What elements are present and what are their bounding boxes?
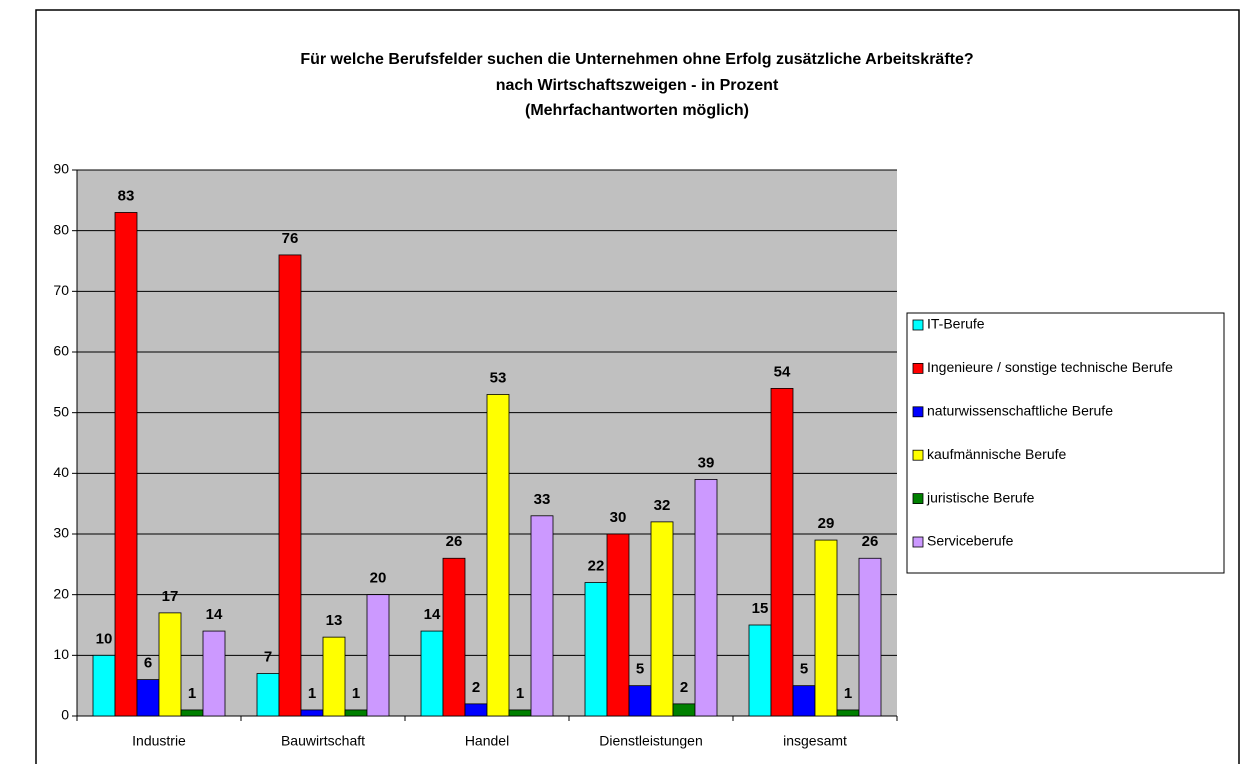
bar <box>858 557 882 717</box>
y-tick-label: 50 <box>53 403 69 419</box>
y-tick-label: 60 <box>53 343 69 359</box>
bar <box>366 594 390 717</box>
bar <box>694 478 718 717</box>
value-label: 17 <box>162 588 179 605</box>
bar <box>584 582 608 717</box>
x-tick-label: insgesamt <box>783 733 847 749</box>
value-label: 20 <box>370 570 387 587</box>
legend-label: Ingenieure / sonstige technische Berufe <box>927 359 1173 375</box>
bar <box>748 624 772 717</box>
y-tick-label: 20 <box>53 585 69 601</box>
value-label: 33 <box>534 491 551 508</box>
value-label: 13 <box>326 612 343 629</box>
value-label: 2 <box>680 679 688 696</box>
value-label: 1 <box>352 685 360 702</box>
bar <box>256 673 280 717</box>
value-label: 5 <box>636 661 644 678</box>
legend <box>906 312 1225 574</box>
bar <box>158 612 182 717</box>
bar <box>442 557 466 717</box>
bar <box>836 709 860 717</box>
bar <box>114 212 138 717</box>
value-label: 1 <box>516 685 524 702</box>
legend-swatch <box>912 319 924 331</box>
x-tick-label: Bauwirtschaft <box>281 733 365 749</box>
value-label: 30 <box>610 509 627 526</box>
legend-label: Serviceberufe <box>927 533 1014 549</box>
bar <box>486 394 510 717</box>
value-label: 53 <box>490 369 507 386</box>
bar <box>420 630 444 717</box>
chart-subtitle: (Mehrfachantworten möglich) <box>525 102 749 119</box>
y-tick-label: 30 <box>53 525 69 541</box>
y-tick-label: 90 <box>53 161 69 177</box>
bar <box>650 521 674 717</box>
bar <box>278 254 302 717</box>
bar <box>136 679 160 717</box>
bar <box>344 709 368 717</box>
legend-label: kaufmännische Berufe <box>927 446 1067 462</box>
y-tick-label: 70 <box>53 282 69 298</box>
bar <box>606 533 630 717</box>
value-label: 1 <box>308 685 316 702</box>
bar <box>792 685 816 717</box>
legend-swatch <box>912 449 924 461</box>
y-tick-label: 10 <box>53 646 69 662</box>
value-label: 5 <box>800 661 808 678</box>
x-tick-label: Industrie <box>132 733 186 749</box>
value-label: 54 <box>774 363 791 380</box>
legend-swatch <box>912 493 924 505</box>
chart-subtitle: nach Wirtschaftszweigen - in Prozent <box>496 77 779 94</box>
bar <box>322 636 346 717</box>
bar <box>814 539 838 717</box>
value-label: 14 <box>206 606 223 623</box>
value-label: 26 <box>446 533 463 550</box>
legend-swatch <box>912 362 924 374</box>
value-label: 14 <box>424 606 441 623</box>
value-label: 39 <box>698 454 715 471</box>
value-label: 29 <box>818 515 835 532</box>
bar <box>92 654 116 717</box>
chart-title: Für welche Berufsfelder suchen die Unter… <box>300 51 973 68</box>
value-label: 15 <box>752 600 769 617</box>
value-label: 76 <box>282 230 299 247</box>
bar <box>300 709 324 717</box>
value-label: 26 <box>862 533 879 550</box>
y-tick-label: 0 <box>61 707 69 723</box>
bar <box>672 703 696 717</box>
legend-swatch <box>912 536 924 548</box>
x-tick-label: Handel <box>465 733 509 749</box>
x-tick-label: Dienstleistungen <box>599 733 703 749</box>
legend-label: naturwissenschaftliche Berufe <box>927 403 1113 419</box>
legend-label: juristische Berufe <box>926 489 1035 505</box>
legend-swatch <box>912 406 924 418</box>
value-label: 7 <box>264 649 272 666</box>
value-label: 1 <box>844 685 852 702</box>
bar <box>180 709 204 717</box>
value-label: 10 <box>96 630 113 647</box>
bar <box>770 387 794 717</box>
bar <box>464 703 488 717</box>
value-label: 6 <box>144 655 152 672</box>
value-label: 32 <box>654 497 671 514</box>
bar <box>508 709 532 717</box>
bar <box>530 515 554 717</box>
value-label: 22 <box>588 558 605 575</box>
value-label: 83 <box>118 187 135 204</box>
legend-label: IT-Berufe <box>927 316 985 332</box>
bar <box>628 685 652 717</box>
bar <box>202 630 226 717</box>
value-label: 2 <box>472 679 480 696</box>
y-tick-label: 80 <box>53 221 69 237</box>
y-tick-label: 40 <box>53 464 69 480</box>
value-label: 1 <box>188 685 196 702</box>
